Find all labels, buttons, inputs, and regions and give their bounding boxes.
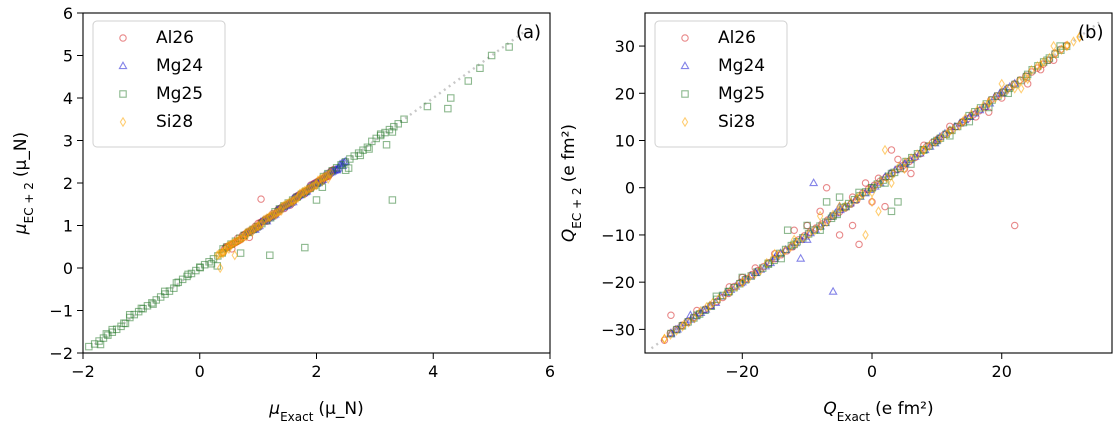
y-axis-label: μEC + 2(μ_N) — [11, 132, 36, 235]
point-Mg25 — [506, 44, 512, 50]
point-Al26 — [895, 156, 901, 162]
point-Si28 — [876, 207, 881, 215]
point-Si28 — [863, 231, 868, 239]
point-Si28 — [1071, 37, 1076, 45]
point-Al26 — [258, 196, 264, 202]
y-tick-label: 2 — [63, 174, 73, 193]
y-tick-label: 5 — [63, 47, 73, 66]
y-tick-label: 30 — [615, 37, 635, 56]
y-tick-label: −1 — [49, 302, 73, 321]
point-Al26 — [823, 185, 829, 191]
y-tick-label: 20 — [615, 84, 635, 103]
legend-label: Mg25 — [156, 84, 203, 104]
point-Mg25 — [445, 105, 451, 111]
point-Al26 — [986, 109, 992, 115]
legend-label: Mg24 — [156, 56, 203, 76]
point-Si28 — [662, 335, 667, 343]
point-Al26 — [856, 241, 862, 247]
legend-label: Al26 — [718, 28, 756, 48]
point-Mg24 — [797, 255, 804, 261]
point-Al26 — [908, 170, 914, 176]
point-Mg25 — [888, 208, 894, 214]
y-tick-label: 3 — [63, 132, 73, 151]
point-Al26 — [888, 147, 894, 153]
y-axis-label: QEC + 2(e fm²) — [559, 124, 584, 242]
point-Si28 — [882, 146, 887, 154]
y-axis-label-group: QEC + 2(e fm²) — [559, 124, 584, 242]
y-tick-label: −20 — [601, 273, 635, 292]
point-Mg24 — [829, 288, 836, 294]
y-tick-label: 10 — [615, 132, 635, 151]
y-tick-label: 4 — [63, 89, 73, 108]
point-Mg25 — [237, 250, 243, 256]
point-Mg25 — [383, 142, 389, 148]
point-Mg25 — [465, 78, 471, 84]
x-tick-label: 4 — [428, 362, 438, 381]
y-tick-label: −30 — [601, 320, 635, 339]
point-Mg25 — [784, 227, 790, 233]
point-Al26 — [1012, 222, 1018, 228]
point-Mg25 — [477, 65, 483, 71]
point-Al26 — [791, 227, 797, 233]
x-tick-label: 0 — [195, 362, 205, 381]
y-tick-label: 6 — [63, 4, 73, 23]
y-tick-label: 1 — [63, 217, 73, 236]
x-tick-label: −20 — [725, 362, 759, 381]
panel-label: (a) — [516, 22, 541, 43]
legend-label: Al26 — [156, 28, 194, 48]
legend: Al26 Mg24 Mg25 Si28 — [655, 21, 787, 147]
point-Al26 — [836, 232, 842, 238]
x-tick-label: 20 — [992, 362, 1012, 381]
y-tick-label: 0 — [63, 259, 73, 278]
x-tick-label: −2 — [71, 362, 95, 381]
point-Al26 — [668, 312, 674, 318]
point-Si28 — [999, 80, 1004, 88]
panel-label: (b) — [1078, 22, 1103, 43]
x-tick-label: 2 — [311, 362, 321, 381]
panel-0: −2 0 2 4 6 −2 −1 0 1 2 3 4 5 6 μExact (μ_N) μEC + 2(μ_N)… — [11, 4, 555, 423]
legend: Al26 Mg24 Mg25 Si28 — [93, 21, 225, 147]
legend-label: Mg25 — [718, 84, 765, 104]
point-Mg25 — [823, 199, 829, 205]
point-Al26 — [804, 222, 810, 228]
y-tick-label: −2 — [49, 344, 73, 363]
point-Si28 — [889, 179, 894, 187]
x-axis-label-group: QExact (e fm²) — [823, 399, 933, 423]
point-Mg25 — [448, 95, 454, 101]
point-Mg25 — [389, 197, 395, 203]
y-tick-label: −10 — [601, 226, 635, 245]
point-Al26 — [882, 203, 888, 209]
point-Mg25 — [313, 197, 319, 203]
point-Mg25 — [302, 244, 308, 250]
point-Al26 — [862, 180, 868, 186]
x-axis-label-group: μExact (μ_N) — [268, 399, 363, 423]
x-tick-label: 0 — [867, 362, 877, 381]
x-tick-label: 6 — [545, 362, 555, 381]
panel-1: −20 0 20 −30 −20 −10 0 10 20 30 QExact (e fm²) QEC +… — [559, 13, 1112, 423]
y-tick-label: 0 — [625, 179, 635, 198]
legend-label: Mg24 — [718, 56, 765, 76]
point-Si28 — [662, 335, 667, 343]
y-axis-label-group: μEC + 2(μ_N) — [11, 132, 36, 235]
point-Mg25 — [836, 194, 842, 200]
point-Si28 — [818, 212, 823, 220]
point-Mg25 — [895, 199, 901, 205]
x-axis-label: QExact (e fm²) — [823, 399, 933, 423]
x-axis-label: μExact (μ_N) — [268, 399, 363, 423]
point-Mg24 — [810, 179, 817, 185]
point-Al26 — [849, 222, 855, 228]
legend-label: Si28 — [718, 112, 755, 132]
point-Mg25 — [267, 252, 273, 258]
legend-label: Si28 — [156, 112, 193, 132]
